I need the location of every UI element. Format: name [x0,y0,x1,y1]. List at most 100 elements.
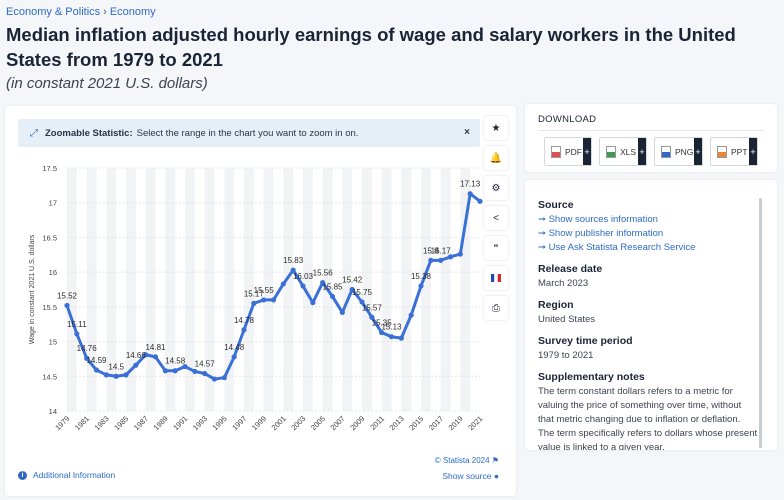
grid-band [342,168,353,411]
data-label: 16.03 [293,272,314,281]
language-button[interactable] [484,266,508,290]
download-ppt-button[interactable]: PPT + [710,137,758,166]
print-button[interactable]: ⎙ [484,296,508,320]
show-publisher-link[interactable]: ➞ Show publisher information [538,228,664,239]
breadcrumb-link-economy-politics[interactable]: Economy & Politics [6,6,101,18]
data-point [329,293,336,300]
flag-small-icon: ⚑ [491,456,499,465]
download-pdf-button[interactable]: PDF + [544,137,592,166]
data-point [388,334,395,340]
release-section: Release date March 2023 [538,263,758,291]
page-title: Median inflation adjusted hourly earning… [6,24,736,70]
copyright-label: © Statista 2024 [434,456,490,465]
data-point [152,354,159,360]
x-tick-label: 1993 [191,414,209,432]
grid-band [106,168,117,411]
flag-icon [491,274,501,282]
show-sources-link[interactable]: ➞ Show sources information [538,214,658,225]
data-label: 14.78 [234,316,255,325]
data-label: 15.56 [313,269,334,278]
release-heading: Release date [538,263,603,275]
grid-band [145,168,156,411]
x-tick-label: 2009 [348,414,366,432]
data-label: 15.75 [352,288,373,297]
x-tick-label: 2019 [447,414,465,432]
data-point [447,254,454,260]
xls-file-icon [606,145,616,158]
y-tick-label: 15.5 [42,303,57,312]
zoom-banner: ⤢ Zoomable Statistic: Select the range i… [18,119,480,147]
download-xls-button[interactable]: XLS + [599,137,647,166]
chart-card: ⤢ Zoomable Statistic: Select the range i… [5,106,516,496]
release-value: March 2023 [538,278,589,289]
grid-band [86,168,97,411]
y-tick-label: 16 [49,268,57,277]
plus-icon: + [694,138,702,165]
statistic-info-panel: Source ➞ Show sources information ➞ Show… [525,180,777,450]
y-tick-label: 14.5 [42,372,57,381]
data-label: 15.35 [372,319,393,328]
data-point [300,283,306,289]
data-label: 14.76 [77,344,98,353]
x-tick-label: 2003 [289,414,307,432]
data-point [398,335,404,341]
download-png-button[interactable]: PNG + [654,137,703,166]
x-tick-label: 2013 [388,414,406,432]
download-ppt-label: PPT [731,146,748,157]
data-point [349,286,355,293]
y-tick-label: 16.5 [42,233,57,242]
data-point [359,299,365,305]
data-label: 15.55 [254,286,275,295]
x-tick-label: 1981 [73,414,91,432]
data-label: 14.48 [224,343,245,352]
y-axis-label: Wage in constant 2021 U.S. dollars [29,234,36,344]
grid-band [204,168,215,411]
grid-band [401,168,412,411]
settings-button[interactable]: ⚙ [484,176,508,200]
grid-band [165,168,176,411]
data-label: 14.66 [126,351,147,360]
data-point [261,297,267,303]
x-tick-label: 1985 [112,414,130,432]
share-button[interactable]: < [484,206,508,230]
notification-button[interactable]: 🔔 [484,146,508,170]
data-label: 16.17 [431,246,452,255]
page-subtitle: (in constant 2021 U.S. dollars) [6,75,208,92]
data-point [438,257,444,263]
grid-band [440,168,451,411]
zoom-banner-close-button[interactable]: × [464,127,470,138]
additional-info-link[interactable]: i Additional Information [18,470,115,480]
download-xls-label: XLS [620,146,637,157]
plus-icon: + [638,138,646,165]
scrollbar[interactable] [759,198,762,448]
notes-heading: Supplementary notes [538,371,645,383]
chart-toolbar: ★ 🔔 ⚙ < “ ⎙ [484,116,508,320]
gear-icon: ⚙ [491,182,501,194]
x-tick-label: 2015 [407,414,425,432]
data-label: 14.5 [108,362,124,371]
data-point [143,352,149,358]
copyright-link[interactable]: © Statista 2024 ⚑ [435,456,499,465]
ask-statista-link[interactable]: ➞ Use Ask Statista Research Service [538,242,696,253]
download-heading: DOWNLOAD [538,114,597,125]
grid-band [381,168,392,411]
data-label: 15.52 [57,291,78,300]
breadcrumb-link-economy[interactable]: Economy [109,6,156,18]
data-point [123,372,129,378]
show-source-link[interactable]: Show source ● [442,471,499,481]
additional-info-label: Additional Information [33,470,116,480]
data-label: 15.42 [342,276,363,285]
bell-icon: 🔔 [489,152,503,164]
data-point [74,331,80,337]
print-icon: ⎙ [492,302,500,314]
favorite-button[interactable]: ★ [484,116,508,140]
grid-band [362,168,372,411]
data-label: 15.57 [362,303,383,312]
line-chart[interactable]: 14 14.5 15 15.5 16 16.5 17 17.5 Wage in constant… [5,106,516,496]
data-point [457,251,463,257]
grid-band [67,168,77,411]
data-label: 14.57 [195,360,216,369]
cite-button[interactable]: “ [484,236,508,260]
show-source-label: Show source [442,471,492,481]
x-tick-label: 1995 [211,414,229,432]
